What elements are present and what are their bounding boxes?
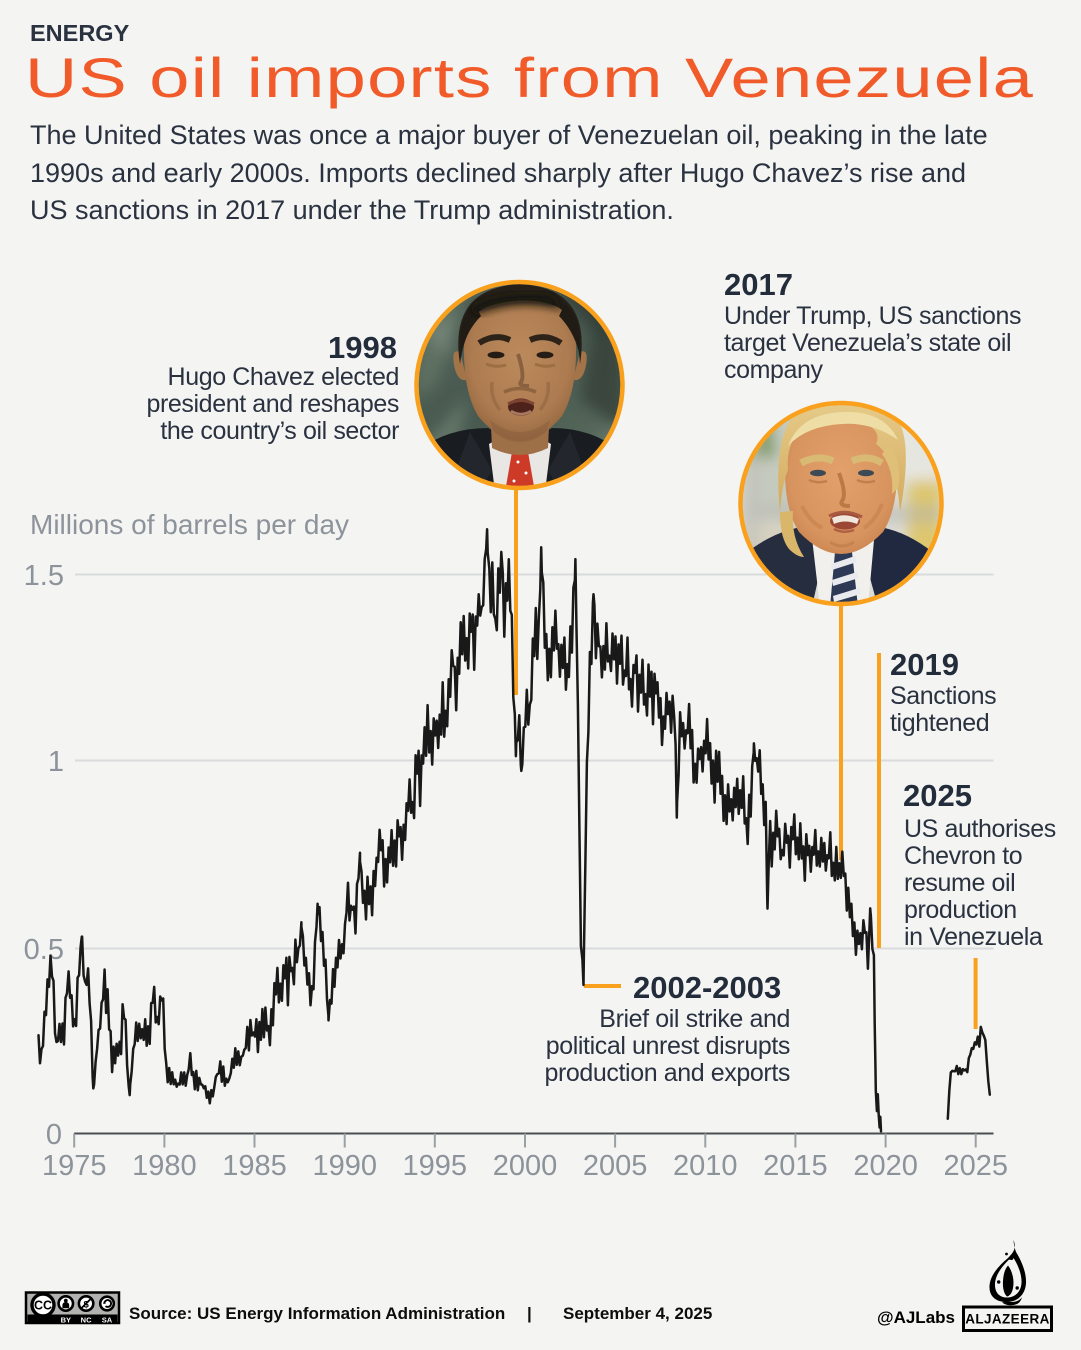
svg-text:1985: 1985 (222, 1150, 287, 1182)
svg-text:BY: BY (61, 1315, 71, 1324)
svg-text:2020: 2020 (853, 1150, 918, 1182)
svg-text:2005: 2005 (583, 1150, 648, 1182)
svg-text:0.5: 0.5 (24, 934, 64, 966)
svg-text:2015: 2015 (763, 1150, 828, 1182)
svg-text:Millions of barrels per day: Millions of barrels per day (30, 509, 349, 540)
svg-text:2010: 2010 (673, 1150, 738, 1182)
svg-text:1975: 1975 (42, 1150, 107, 1182)
svg-text:NC: NC (81, 1315, 92, 1324)
svg-text:2025: 2025 (943, 1150, 1008, 1182)
svg-text:CC: CC (34, 1299, 52, 1313)
svg-text:1980: 1980 (132, 1150, 197, 1182)
svg-text:$: $ (83, 1299, 89, 1310)
svg-text:1.5: 1.5 (24, 560, 64, 592)
svg-text:1995: 1995 (403, 1150, 468, 1182)
svg-text:1: 1 (48, 746, 64, 778)
svg-text:0: 0 (46, 1119, 62, 1151)
svg-text:SA: SA (102, 1315, 113, 1324)
svg-text:ALJAZEERA: ALJAZEERA (965, 1312, 1050, 1327)
svg-text:2000: 2000 (493, 1150, 558, 1182)
svg-text:1990: 1990 (312, 1150, 377, 1182)
